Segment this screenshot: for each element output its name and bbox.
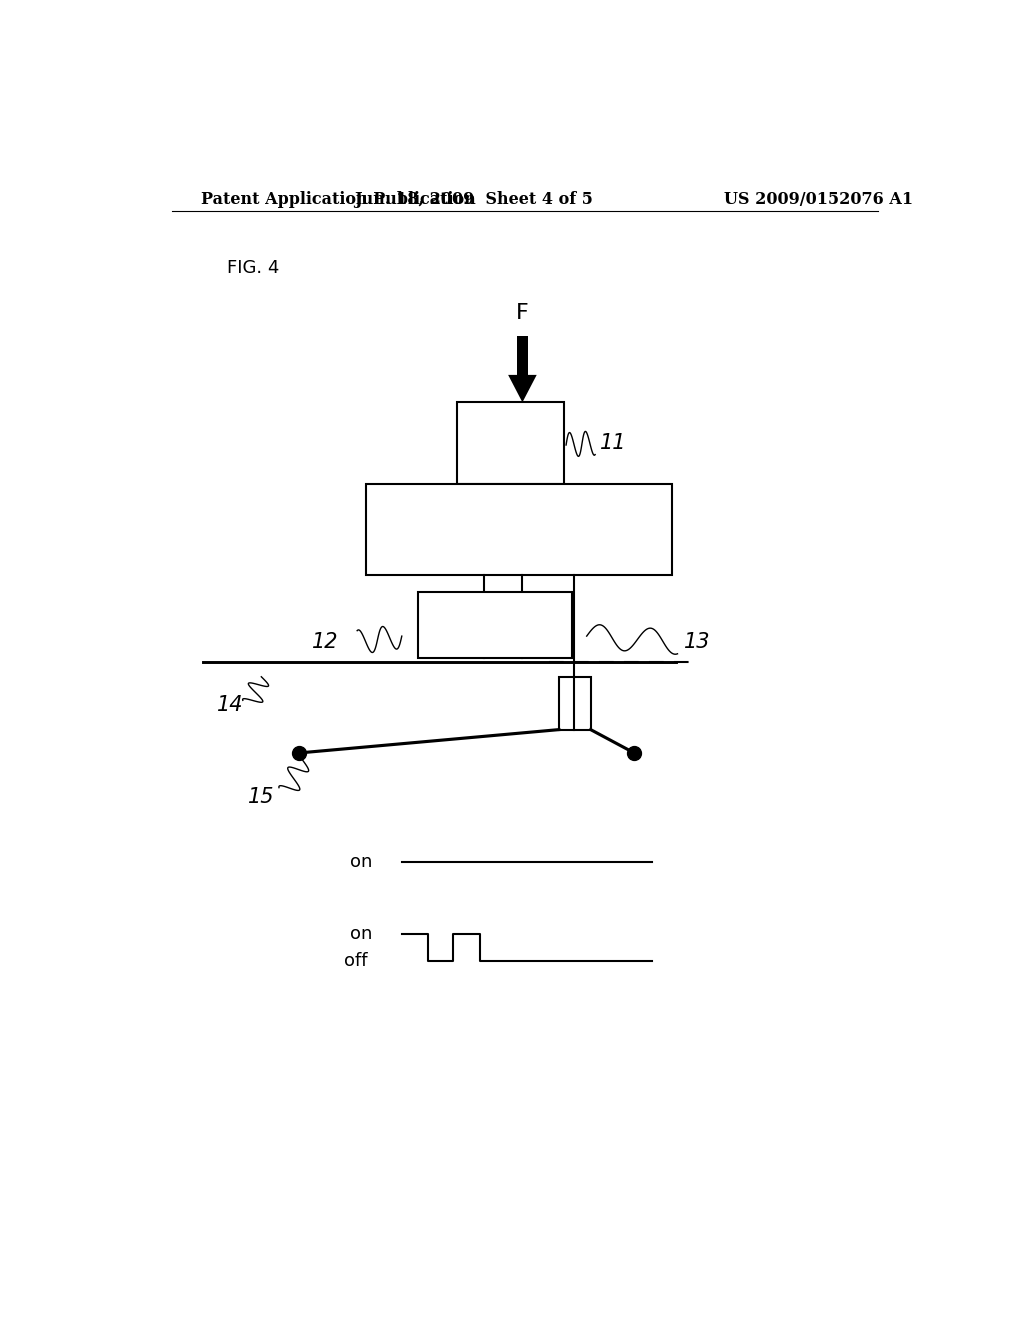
Text: 15: 15 — [248, 787, 274, 807]
Text: 13: 13 — [684, 632, 710, 652]
Text: Jun. 18, 2009  Sheet 4 of 5: Jun. 18, 2009 Sheet 4 of 5 — [353, 191, 593, 209]
Text: F: F — [516, 304, 528, 323]
Polygon shape — [517, 337, 527, 375]
Text: off: off — [344, 952, 368, 970]
Bar — [559, 677, 591, 730]
Text: on: on — [350, 925, 373, 942]
Text: 11: 11 — [600, 433, 627, 453]
Text: US 2009/0152076 A1: US 2009/0152076 A1 — [724, 191, 913, 209]
Polygon shape — [508, 375, 537, 403]
Bar — [367, 483, 672, 576]
Bar — [418, 593, 572, 659]
Text: 12: 12 — [311, 632, 338, 652]
Bar — [458, 403, 564, 483]
Text: 14: 14 — [216, 696, 243, 715]
Text: on: on — [350, 853, 373, 871]
Text: Patent Application Publication: Patent Application Publication — [201, 191, 476, 209]
Text: FIG. 4: FIG. 4 — [227, 259, 280, 277]
